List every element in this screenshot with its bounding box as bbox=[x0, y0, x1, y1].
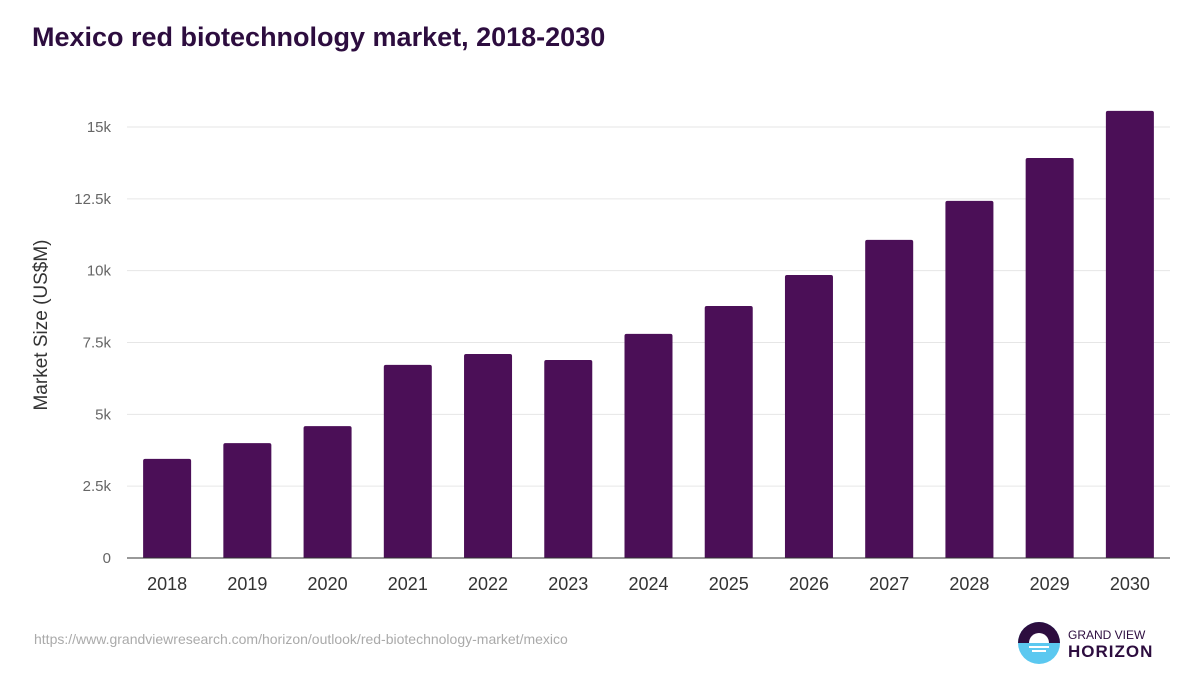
bar-2021 bbox=[383, 364, 432, 558]
bar-2030 bbox=[1105, 110, 1154, 558]
x-tick-label: 2024 bbox=[628, 574, 668, 594]
x-tick-label: 2029 bbox=[1030, 574, 1070, 594]
bar-2026 bbox=[784, 274, 833, 558]
y-tick-label: 2.5k bbox=[83, 478, 112, 495]
y-axis-label: Market Size (US$M) bbox=[31, 239, 52, 410]
bar-2027 bbox=[865, 239, 914, 558]
x-tick-label: 2018 bbox=[147, 574, 187, 594]
y-tick-label: 15k bbox=[87, 119, 112, 136]
x-tick-label: 2022 bbox=[468, 574, 508, 594]
bar-2019 bbox=[223, 443, 272, 558]
x-tick-label: 2030 bbox=[1110, 574, 1150, 594]
y-tick-label: 12.5k bbox=[74, 191, 111, 208]
bar-2020 bbox=[303, 426, 352, 558]
bar-2024 bbox=[624, 333, 673, 558]
source-url: https://www.grandviewresearch.com/horizo… bbox=[34, 631, 568, 647]
x-tick-label: 2021 bbox=[388, 574, 428, 594]
bar-2028 bbox=[945, 200, 994, 558]
x-tick-label: 2023 bbox=[548, 574, 588, 594]
x-tick-label: 2020 bbox=[308, 574, 348, 594]
y-tick-label: 5k bbox=[95, 406, 111, 423]
y-tick-label: 10k bbox=[87, 263, 112, 280]
y-tick-label: 7.5k bbox=[83, 335, 112, 352]
chart-title: Mexico red biotechnology market, 2018-20… bbox=[32, 22, 606, 52]
x-tick-label: 2025 bbox=[709, 574, 749, 594]
y-tick-label: 0 bbox=[103, 550, 111, 567]
logo-line1: GRAND VIEW bbox=[1068, 628, 1146, 642]
bar-2025 bbox=[704, 306, 753, 558]
x-tick-label: 2019 bbox=[227, 574, 267, 594]
bar-2029 bbox=[1025, 158, 1074, 559]
x-tick-label: 2028 bbox=[949, 574, 989, 594]
bar-2018 bbox=[143, 458, 192, 558]
grand-view-horizon-logo: GRAND VIEW HORIZON bbox=[1018, 622, 1153, 664]
bar-2022 bbox=[464, 353, 513, 558]
logo-line2: HORIZON bbox=[1068, 642, 1153, 661]
x-tick-label: 2027 bbox=[869, 574, 909, 594]
x-tick-label: 2026 bbox=[789, 574, 829, 594]
bar-2023 bbox=[544, 360, 593, 558]
